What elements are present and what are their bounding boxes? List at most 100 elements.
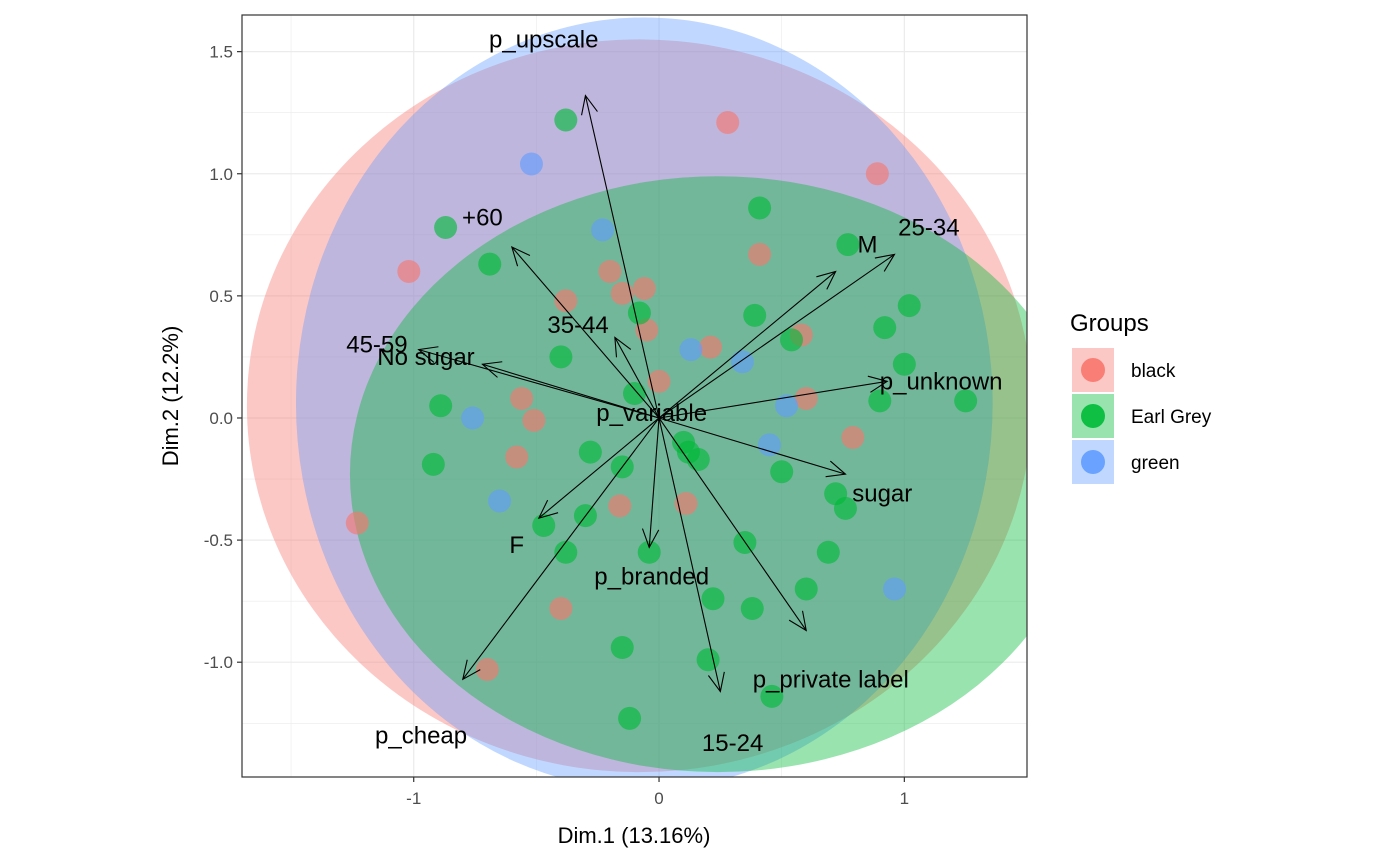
arrow--60 (510, 245, 660, 419)
point-earl-grey (623, 382, 646, 406)
label-p-unknown: p_unknown (880, 368, 1003, 395)
point-earl-grey (434, 215, 458, 239)
point-earl-grey (610, 636, 634, 660)
legend-title: Groups (1070, 310, 1149, 337)
legend-item-green: green (1072, 440, 1180, 484)
label-45-59: 45-59 (346, 332, 407, 359)
point-earl-grey (816, 540, 840, 564)
label-25-34: 25-34 (898, 214, 959, 241)
legend: Groups black Earl Grey green (1070, 310, 1212, 484)
point-black (522, 408, 546, 432)
label-f: F (509, 532, 524, 559)
arrow-no-sugar (481, 361, 660, 419)
point-earl-grey (618, 706, 642, 730)
point-black (632, 277, 656, 301)
point-earl-grey (578, 440, 602, 464)
point-black (554, 289, 578, 313)
point-black (794, 386, 818, 410)
point-earl-grey (897, 294, 921, 318)
arrow-p-upscale (581, 94, 660, 419)
point-earl-grey (836, 233, 860, 257)
point-earl-grey (549, 345, 573, 369)
y-tick-label: 1.5 (209, 43, 233, 62)
point-earl-grey (676, 440, 700, 464)
label-p-variable: p_variable (596, 400, 707, 427)
point-earl-grey (743, 303, 767, 327)
arrow-sugar (658, 417, 847, 478)
point-black (748, 242, 772, 266)
grid-lines (242, 15, 1028, 777)
label-15-24: 15-24 (702, 730, 763, 757)
x-tick-label: 0 (654, 789, 663, 808)
point-black (647, 369, 671, 393)
point-earl-grey (770, 460, 794, 484)
plot-border (241, 14, 1028, 778)
x-tick-label: 1 (900, 789, 909, 808)
individual-points (345, 108, 978, 730)
arrow-f (537, 417, 660, 519)
y-tick-label: -1.0 (204, 653, 233, 672)
point-black (505, 445, 529, 469)
point-green (679, 338, 703, 362)
arrow-25-34 (658, 253, 896, 419)
legend-label: green (1131, 453, 1180, 474)
point-black (549, 596, 573, 620)
point-earl-grey (954, 389, 978, 413)
point-earl-grey (740, 596, 764, 620)
point-green (488, 489, 512, 513)
point-earl-grey (701, 587, 725, 611)
point-earl-grey (554, 540, 578, 564)
point-green (519, 152, 543, 176)
point-earl-grey (421, 452, 445, 476)
label-p-upscale: p_upscale (489, 26, 598, 53)
point-earl-grey (478, 252, 502, 276)
legend-label: Earl Grey (1131, 407, 1212, 428)
point-green (461, 406, 485, 430)
y-tick-label: -0.5 (204, 531, 233, 550)
point-black (598, 259, 622, 283)
legend-label: black (1131, 361, 1176, 382)
point-earl-grey (637, 540, 661, 564)
arrow-p-cheap (461, 417, 660, 681)
legend-item-black: black (1072, 348, 1176, 392)
arrow-35-44 (614, 336, 660, 419)
label-p-branded: p_branded (594, 564, 709, 591)
point-black (865, 162, 889, 186)
point-black (397, 259, 421, 283)
arrow-p-branded (641, 417, 660, 549)
arrow-p-unknown (658, 375, 889, 419)
label--60: +60 (462, 205, 503, 232)
point-black (674, 491, 698, 515)
point-earl-grey (627, 301, 651, 325)
group-ellipses (247, 17, 1027, 777)
point-black (716, 110, 740, 134)
arrow-45-59 (417, 346, 660, 419)
point-earl-grey (868, 389, 892, 413)
y-axis-title: Dim.2 (12.2%) (158, 326, 183, 467)
variable-arrows (417, 94, 896, 693)
point-black (345, 511, 369, 535)
point-black (841, 426, 865, 450)
x-axis-title: Dim.1 (13.16%) (558, 823, 711, 848)
point-black (610, 281, 634, 305)
point-earl-grey (760, 684, 784, 708)
legend-item-earl-grey: Earl Grey (1072, 394, 1212, 438)
point-green (591, 218, 615, 242)
point-earl-grey (892, 352, 916, 376)
y-tick-label: 1.0 (209, 165, 233, 184)
arrow-15-24 (658, 417, 807, 632)
point-black (608, 494, 632, 518)
point-earl-grey (794, 577, 818, 601)
label-sugar: sugar (852, 481, 912, 508)
point-earl-grey (532, 513, 556, 537)
point-green (883, 577, 907, 601)
point-earl-grey (873, 316, 897, 340)
label-p-cheap: p_cheap (375, 722, 467, 749)
point-earl-grey (780, 328, 803, 352)
point-black (475, 658, 499, 682)
label-35-44: 35-44 (547, 312, 608, 339)
point-green (730, 350, 754, 374)
y-tick-label: 0.0 (209, 409, 233, 428)
